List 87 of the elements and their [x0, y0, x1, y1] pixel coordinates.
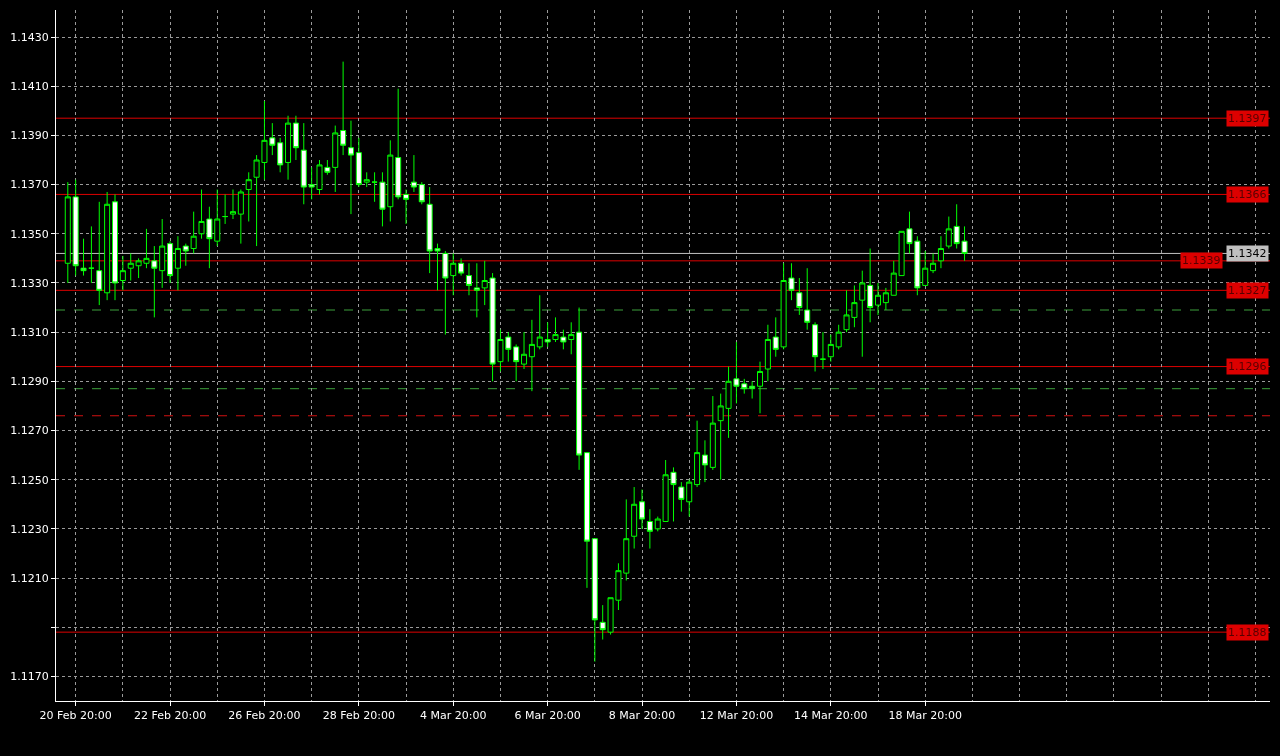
candlestick [395, 88, 402, 200]
candlestick [945, 216, 952, 250]
candlestick [694, 420, 701, 488]
x-tick-label: 6 Mar 20:00 [514, 709, 581, 723]
candlestick [96, 201, 103, 306]
candlestick [859, 270, 866, 358]
x-tick-label: 4 Mar 20:00 [420, 709, 487, 723]
ref-line-label: 1.1339 [1182, 254, 1221, 267]
candlestick [159, 218, 166, 289]
candlestick [72, 179, 79, 277]
candlestick [874, 282, 882, 316]
ref-line-label: 1.1397 [1228, 112, 1267, 125]
candlestick [340, 61, 347, 156]
y-tick-label: 1.1410 [10, 80, 49, 94]
y-tick-label: 1.1330 [10, 276, 49, 290]
candlestick [285, 115, 292, 181]
candlestick [229, 189, 236, 220]
candlestick [64, 181, 71, 284]
candlestick [639, 489, 646, 530]
y-tick-label: 1.1250 [10, 473, 49, 487]
x-tick-label: 22 Feb 20:00 [133, 709, 207, 723]
y-tick-label: 1.1210 [10, 571, 49, 585]
candlestick [930, 252, 937, 274]
candlestick [835, 324, 842, 350]
candlestick [111, 193, 119, 301]
candlestick [174, 235, 181, 291]
candlestick [104, 191, 111, 301]
candlestick [576, 307, 583, 471]
y-tick-label: 1.1370 [10, 178, 49, 192]
candlestick [709, 395, 716, 471]
candlestick [88, 225, 95, 284]
candlestick [119, 255, 126, 291]
ref-line-label: 1.1296 [1228, 360, 1267, 373]
candlestick [646, 508, 653, 550]
ref-line-label: 1.1188 [1228, 626, 1267, 639]
candlestick [245, 171, 252, 222]
x-tick-label: 14 Mar 20:00 [794, 709, 868, 723]
y-tick-label: 1.1310 [10, 325, 49, 339]
y-tick-label: 1.1230 [10, 522, 49, 536]
candlestick [458, 257, 465, 277]
candlestick [80, 238, 87, 277]
candlestick [292, 115, 299, 161]
y-tick-label: 1.1270 [10, 424, 49, 438]
y-tick-label: 1.1430 [10, 30, 49, 44]
candlestick [591, 538, 598, 663]
candlestick [363, 171, 370, 188]
candlestick [804, 267, 811, 331]
candlestick [867, 248, 874, 323]
candlestick [528, 319, 535, 392]
y-tick-label: 1.1390 [10, 129, 49, 143]
y-tick-label: 1.1170 [10, 670, 49, 684]
x-tick-label: 20 Feb 20:00 [39, 709, 112, 723]
candlestick [418, 181, 425, 205]
candlestick [701, 439, 708, 483]
candlestick [757, 361, 764, 414]
ref-line-label: 1.1327 [1228, 284, 1267, 297]
candlestick [937, 235, 944, 269]
candlestick [513, 343, 520, 382]
x-tick-label: 26 Feb 20:00 [228, 709, 301, 723]
ref-line-label: 1.1342 [1228, 247, 1267, 260]
candlestick [631, 486, 638, 550]
candlestick [410, 154, 417, 193]
candlestick [277, 137, 284, 173]
candlestick [473, 262, 480, 318]
candlestick [465, 262, 472, 296]
candlestick [796, 277, 803, 316]
candlestick [222, 193, 229, 225]
candlestick [237, 189, 244, 245]
candlestick [403, 189, 410, 225]
candlestick [812, 321, 819, 372]
x-tick-label: 18 Mar 20:00 [888, 709, 962, 723]
candlestick [882, 287, 889, 311]
candlestick [167, 240, 174, 284]
candlestick [749, 380, 756, 400]
candlestick [347, 120, 354, 215]
candlestick [521, 331, 528, 370]
candlestick [583, 452, 590, 589]
candlestick [764, 324, 771, 382]
ref-line-label: 1.1366 [1228, 188, 1267, 201]
y-tick-label: 1.1350 [10, 227, 49, 241]
x-tick-label: 28 Feb 20:00 [322, 709, 395, 723]
candlestick [355, 137, 362, 188]
y-tick-label: 1.1290 [10, 375, 49, 389]
x-tick-label: 12 Mar 20:00 [699, 709, 774, 723]
candlestick [371, 171, 378, 203]
candlestick [827, 334, 834, 363]
x-tick-label: 8 Mar 20:00 [608, 709, 676, 723]
